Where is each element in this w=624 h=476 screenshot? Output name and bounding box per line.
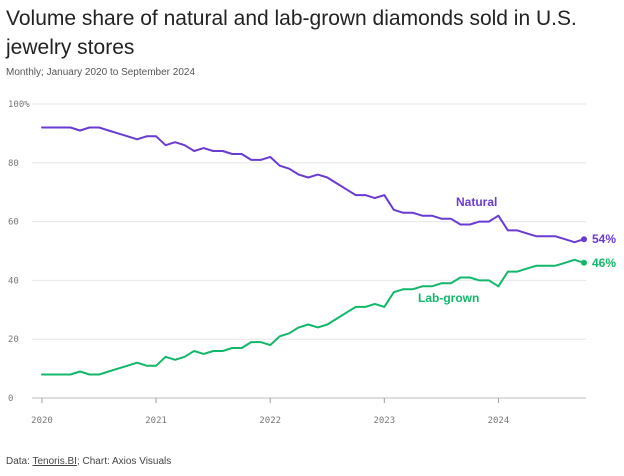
natural-line bbox=[41, 126, 585, 244]
grid-lines bbox=[32, 103, 586, 399]
axis-ticks: 0 20 40 60 80 100% 2020 2021 2022 2023 2024 bbox=[8, 100, 509, 426]
x-tick-label: 2020 bbox=[31, 416, 53, 426]
x-tick-label: 2024 bbox=[488, 416, 510, 426]
y-tick-label: 0 bbox=[8, 394, 13, 404]
chart-subtitle: Monthly; January 2020 to September 2024 bbox=[6, 67, 196, 78]
source-prefix: Data: bbox=[6, 456, 33, 467]
natural-end-label: 54% bbox=[592, 232, 616, 246]
y-tick-label: 100% bbox=[8, 100, 30, 110]
x-tick-label: 2021 bbox=[145, 416, 167, 426]
natural-series-label: Natural bbox=[456, 195, 497, 209]
series-lines bbox=[41, 126, 587, 376]
source-link[interactable]: Tenoris.BI bbox=[32, 456, 77, 467]
lab-grown-line bbox=[41, 258, 585, 376]
series-labels: 54% 46% Natural Lab-grown bbox=[418, 195, 616, 305]
lab-grown-end-dot bbox=[581, 259, 587, 266]
y-tick-label: 20 bbox=[8, 335, 19, 345]
source-suffix: ; Chart: Axios Visuals bbox=[76, 456, 172, 467]
lab-grown-end-label: 46% bbox=[592, 256, 616, 270]
y-tick-label: 60 bbox=[8, 218, 19, 228]
y-tick-label: 80 bbox=[8, 159, 19, 169]
natural-end-dot bbox=[581, 236, 587, 243]
source-note: Data: Tenoris.BI; Chart: Axios Visuals bbox=[6, 456, 171, 467]
x-tick-label: 2023 bbox=[373, 416, 395, 426]
chart-title: Volume share of natural and lab-grown di… bbox=[6, 7, 577, 59]
y-tick-label: 40 bbox=[8, 276, 19, 286]
lab-grown-series-label: Lab-grown bbox=[418, 291, 479, 305]
x-tick-label: 2022 bbox=[259, 416, 281, 426]
